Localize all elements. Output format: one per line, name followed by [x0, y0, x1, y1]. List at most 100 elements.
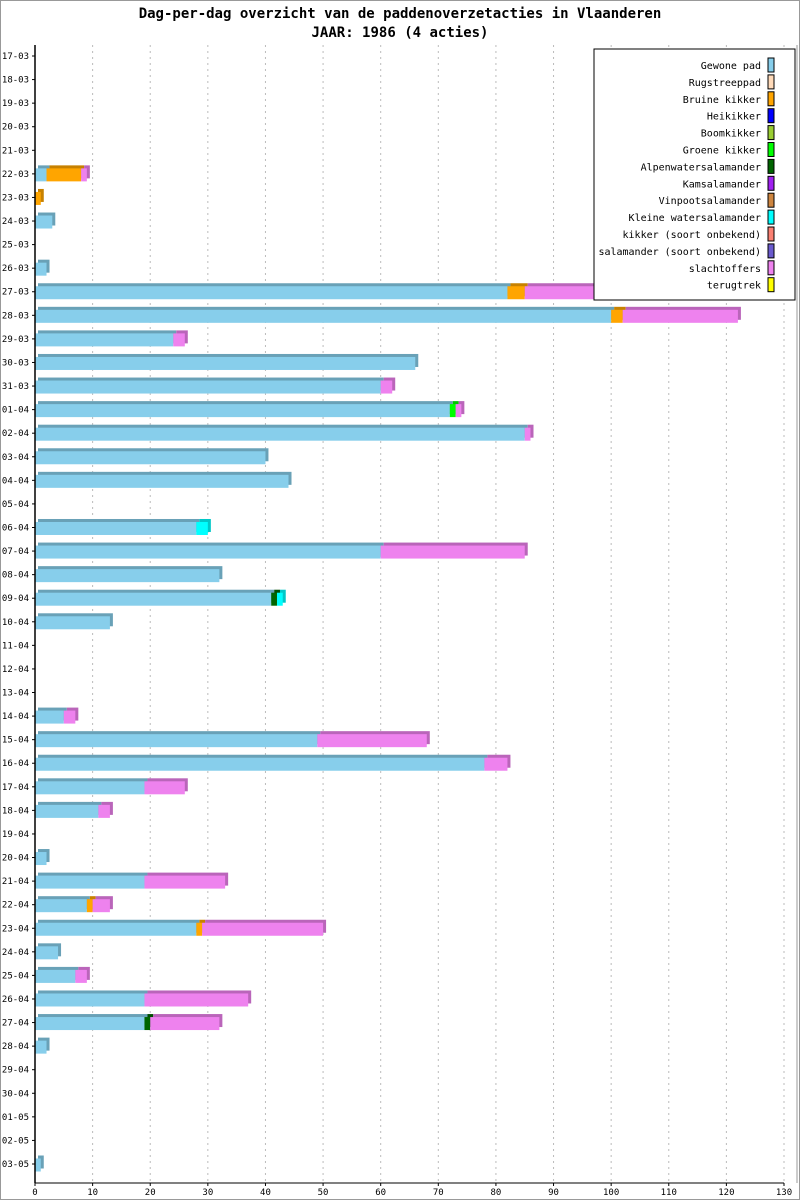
bar-26-04: [35, 990, 252, 1007]
bar-segment-bruine-kikker: [196, 922, 203, 936]
x-tick-label: 50: [318, 1188, 329, 1198]
y-tick-label: 07-04: [2, 547, 29, 557]
x-tick-label: 30: [202, 1188, 213, 1198]
legend-label: Heikikker: [707, 112, 761, 123]
bar-segment-gewone-pad: [35, 451, 266, 465]
bar-segment-gewone-pad: [35, 804, 99, 818]
x-tick-label: 130: [776, 1188, 792, 1198]
y-tick-label: 24-03: [2, 217, 29, 227]
bar-segment-gewone-pad: [35, 1040, 47, 1054]
bar-20-04: [35, 849, 50, 866]
bar-segment-bruine-kikker: [507, 286, 525, 300]
legend-label: Kamsalamander: [683, 179, 761, 190]
legend-swatch: [767, 192, 775, 208]
bar-segment-gewone-pad: [35, 521, 197, 535]
y-tick-label: 18-04: [2, 806, 29, 816]
y-tick-label: 21-03: [2, 146, 29, 156]
bar-segment-gewone-pad: [35, 404, 450, 418]
legend: Gewone pad Rugstreeppad Bruine kikker Heiki…: [593, 48, 796, 301]
y-tick-label: 19-03: [2, 99, 29, 109]
legend-box: [593, 48, 796, 301]
y-tick-label: 17-03: [2, 52, 29, 62]
bar-segment-slachtoffers: [81, 168, 87, 182]
legend-label: Boomkikker: [701, 129, 761, 140]
bar-segment-slachtoffers: [144, 781, 185, 795]
bar-segment-shadow: [527, 424, 534, 438]
bar-segment-gewone-pad: [35, 1017, 145, 1031]
bar-04-04: [35, 471, 292, 488]
y-tick-label: 28-03: [2, 311, 29, 321]
bar-segment-shadow: [84, 165, 90, 179]
y-tick-label: 24-04: [2, 948, 29, 958]
y-tick-label: 28-04: [2, 1042, 29, 1052]
bar-segment-gewone-pad: [35, 757, 485, 771]
bar-segment-gewone-pad: [35, 922, 197, 936]
bar-segment-shadow: [38, 188, 44, 202]
bar-segment-gewone-pad: [35, 852, 47, 866]
bar-29-03: [35, 330, 188, 347]
bar-segment-gewone-pad: [35, 356, 416, 370]
bar-segment-slachtoffers: [202, 922, 324, 936]
y-tick-label: 08-04: [2, 571, 29, 581]
legend-label: kikker (soort onbekend): [623, 230, 761, 241]
y-tick-label: 16-04: [2, 759, 29, 769]
bar-27-03: [35, 283, 609, 300]
bar-segment-slachtoffers: [63, 710, 76, 724]
bar-18-04: [35, 801, 113, 818]
x-tick-label: 120: [718, 1188, 734, 1198]
legend-swatch: [767, 209, 775, 225]
bar-segment-gewone-pad: [35, 1158, 41, 1172]
bars: [35, 165, 741, 1172]
bar-24-04: [35, 943, 62, 960]
x-tick-label: 40: [260, 1188, 271, 1198]
legend-label: Alpenwatersalamander: [641, 162, 761, 173]
bar-segment-gewone-pad: [35, 875, 145, 889]
bar-segment-gewone-pad: [35, 616, 110, 630]
legend-swatch: [767, 158, 775, 174]
chart-subtitle: JAAR: 1986 (4 acties): [311, 25, 488, 41]
bar-03-05: [35, 1155, 44, 1172]
y-tick-label: 23-03: [2, 193, 29, 203]
y-tick-label: 22-04: [2, 901, 29, 911]
bar-segment-slachtoffers: [524, 286, 606, 300]
bar-segment-gewone-pad: [35, 262, 47, 276]
y-tick-label: 18-03: [2, 76, 29, 86]
legend-swatch: [767, 108, 775, 124]
y-tick-label: 03-05: [2, 1160, 29, 1170]
bar-segment-slachtoffers: [75, 969, 87, 983]
bar-segment-groene-kikker: [449, 404, 456, 418]
legend-swatch: [767, 277, 775, 293]
y-tick-label: 06-04: [2, 523, 29, 533]
x-tick-label: 80: [491, 1188, 502, 1198]
y-tick-label: 19-04: [2, 830, 29, 840]
bar-25-04: [35, 966, 90, 983]
y-tick-label: 01-04: [2, 406, 29, 416]
y-tick-label: 09-04: [2, 594, 29, 604]
bar-segment-alpenwatersalamander: [271, 592, 277, 606]
x-tick-label: 20: [145, 1188, 156, 1198]
bar-segment-gewone-pad: [35, 309, 612, 323]
y-tick-label: 27-04: [2, 1019, 29, 1029]
y-tick-label: 26-03: [2, 264, 29, 274]
bar-21-04: [35, 872, 229, 889]
bar-01-04: [35, 401, 465, 418]
bar-segment-gewone-pad: [35, 427, 525, 441]
bar-08-04: [35, 566, 223, 583]
bar-segment-slachtoffers: [144, 993, 249, 1007]
bar-16-04: [35, 754, 511, 771]
bar-segment-alpenwatersalamander: [144, 1017, 151, 1031]
chart-title: Dag-per-dag overzicht van de paddenoverz…: [139, 6, 662, 22]
bar-segment-gewone-pad: [35, 333, 174, 347]
bar-10-04: [35, 613, 113, 630]
legend-label: Bruine kikker: [683, 95, 761, 106]
bar-07-04: [35, 542, 528, 559]
bar-segment-gewone-pad: [35, 215, 53, 229]
bar-22-03: [35, 165, 90, 182]
y-tick-label: 02-05: [2, 1136, 29, 1146]
bar-segment-slachtoffers: [144, 875, 226, 889]
y-tick-label: 02-04: [2, 429, 29, 439]
bar-segment-kleine-watersalamander: [276, 592, 283, 606]
y-tick-label: 13-04: [2, 689, 29, 699]
axes: 0 10 20 30 40 50 60 70 80 90 100 110 120 130 17-03 18-0…: [2, 45, 798, 1198]
